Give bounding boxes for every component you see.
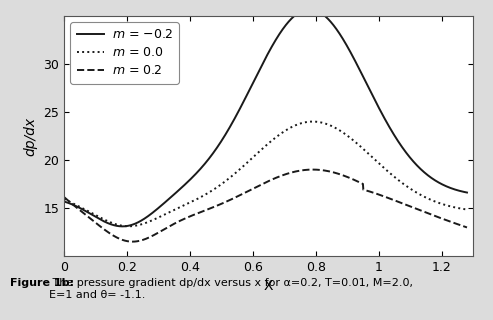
Text: Figure 1b:: Figure 1b: (10, 278, 74, 288)
Y-axis label: dp/dx: dp/dx (24, 116, 38, 156)
X-axis label: X: X (264, 279, 274, 293)
Text: The pressure gradient dp/dx versus x for α=0.2, T=0.01, M=2.0,
E=1 and θ= -1.1.: The pressure gradient dp/dx versus x for… (49, 278, 413, 300)
Legend: $m$ = $-$0.2, $m$ = 0.0, $m$ = 0.2: $m$ = $-$0.2, $m$ = 0.0, $m$ = 0.2 (70, 22, 179, 84)
